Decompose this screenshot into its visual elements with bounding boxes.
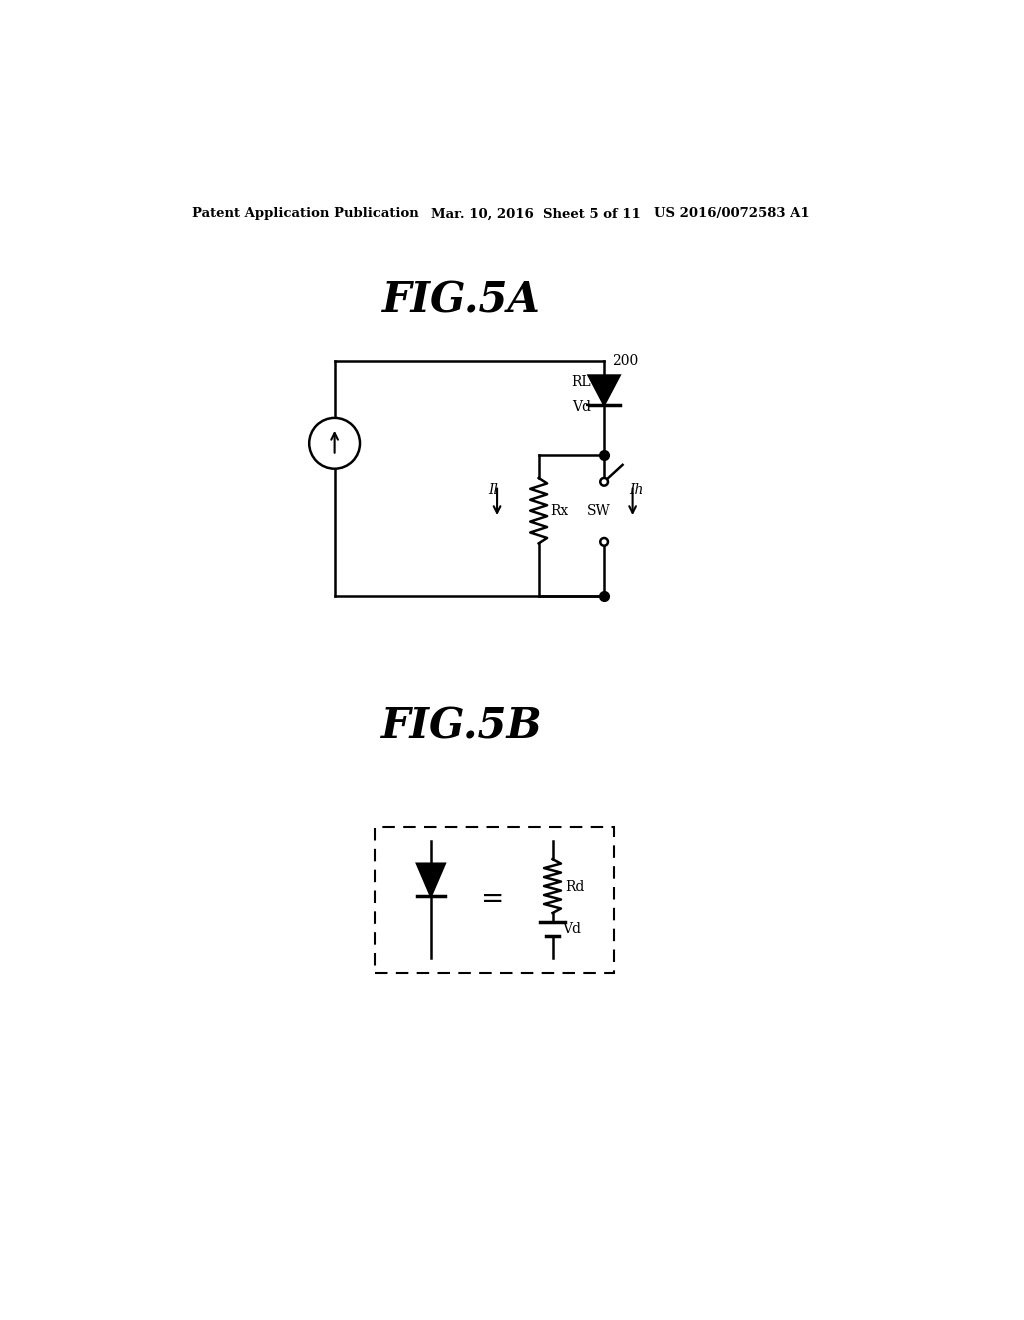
Text: Mar. 10, 2016  Sheet 5 of 11: Mar. 10, 2016 Sheet 5 of 11: [431, 207, 641, 220]
Text: Vd: Vd: [562, 923, 581, 936]
Text: Rx: Rx: [550, 504, 568, 517]
Text: Il: Il: [488, 483, 499, 496]
Polygon shape: [589, 376, 620, 405]
Text: FIG.5A: FIG.5A: [382, 280, 541, 322]
Text: Patent Application Publication: Patent Application Publication: [193, 207, 419, 220]
Circle shape: [600, 539, 608, 545]
Polygon shape: [417, 863, 444, 896]
Circle shape: [600, 478, 608, 486]
Text: Vd: Vd: [571, 400, 591, 414]
Text: FIG.5B: FIG.5B: [381, 706, 543, 747]
Text: US 2016/0072583 A1: US 2016/0072583 A1: [654, 207, 810, 220]
Text: 200: 200: [611, 354, 638, 368]
Text: =: =: [481, 887, 504, 913]
Text: RL: RL: [571, 375, 592, 389]
Text: SW: SW: [587, 504, 610, 517]
Text: Ih: Ih: [629, 483, 643, 496]
Text: Rd: Rd: [565, 880, 585, 894]
Bar: [376, 826, 614, 973]
